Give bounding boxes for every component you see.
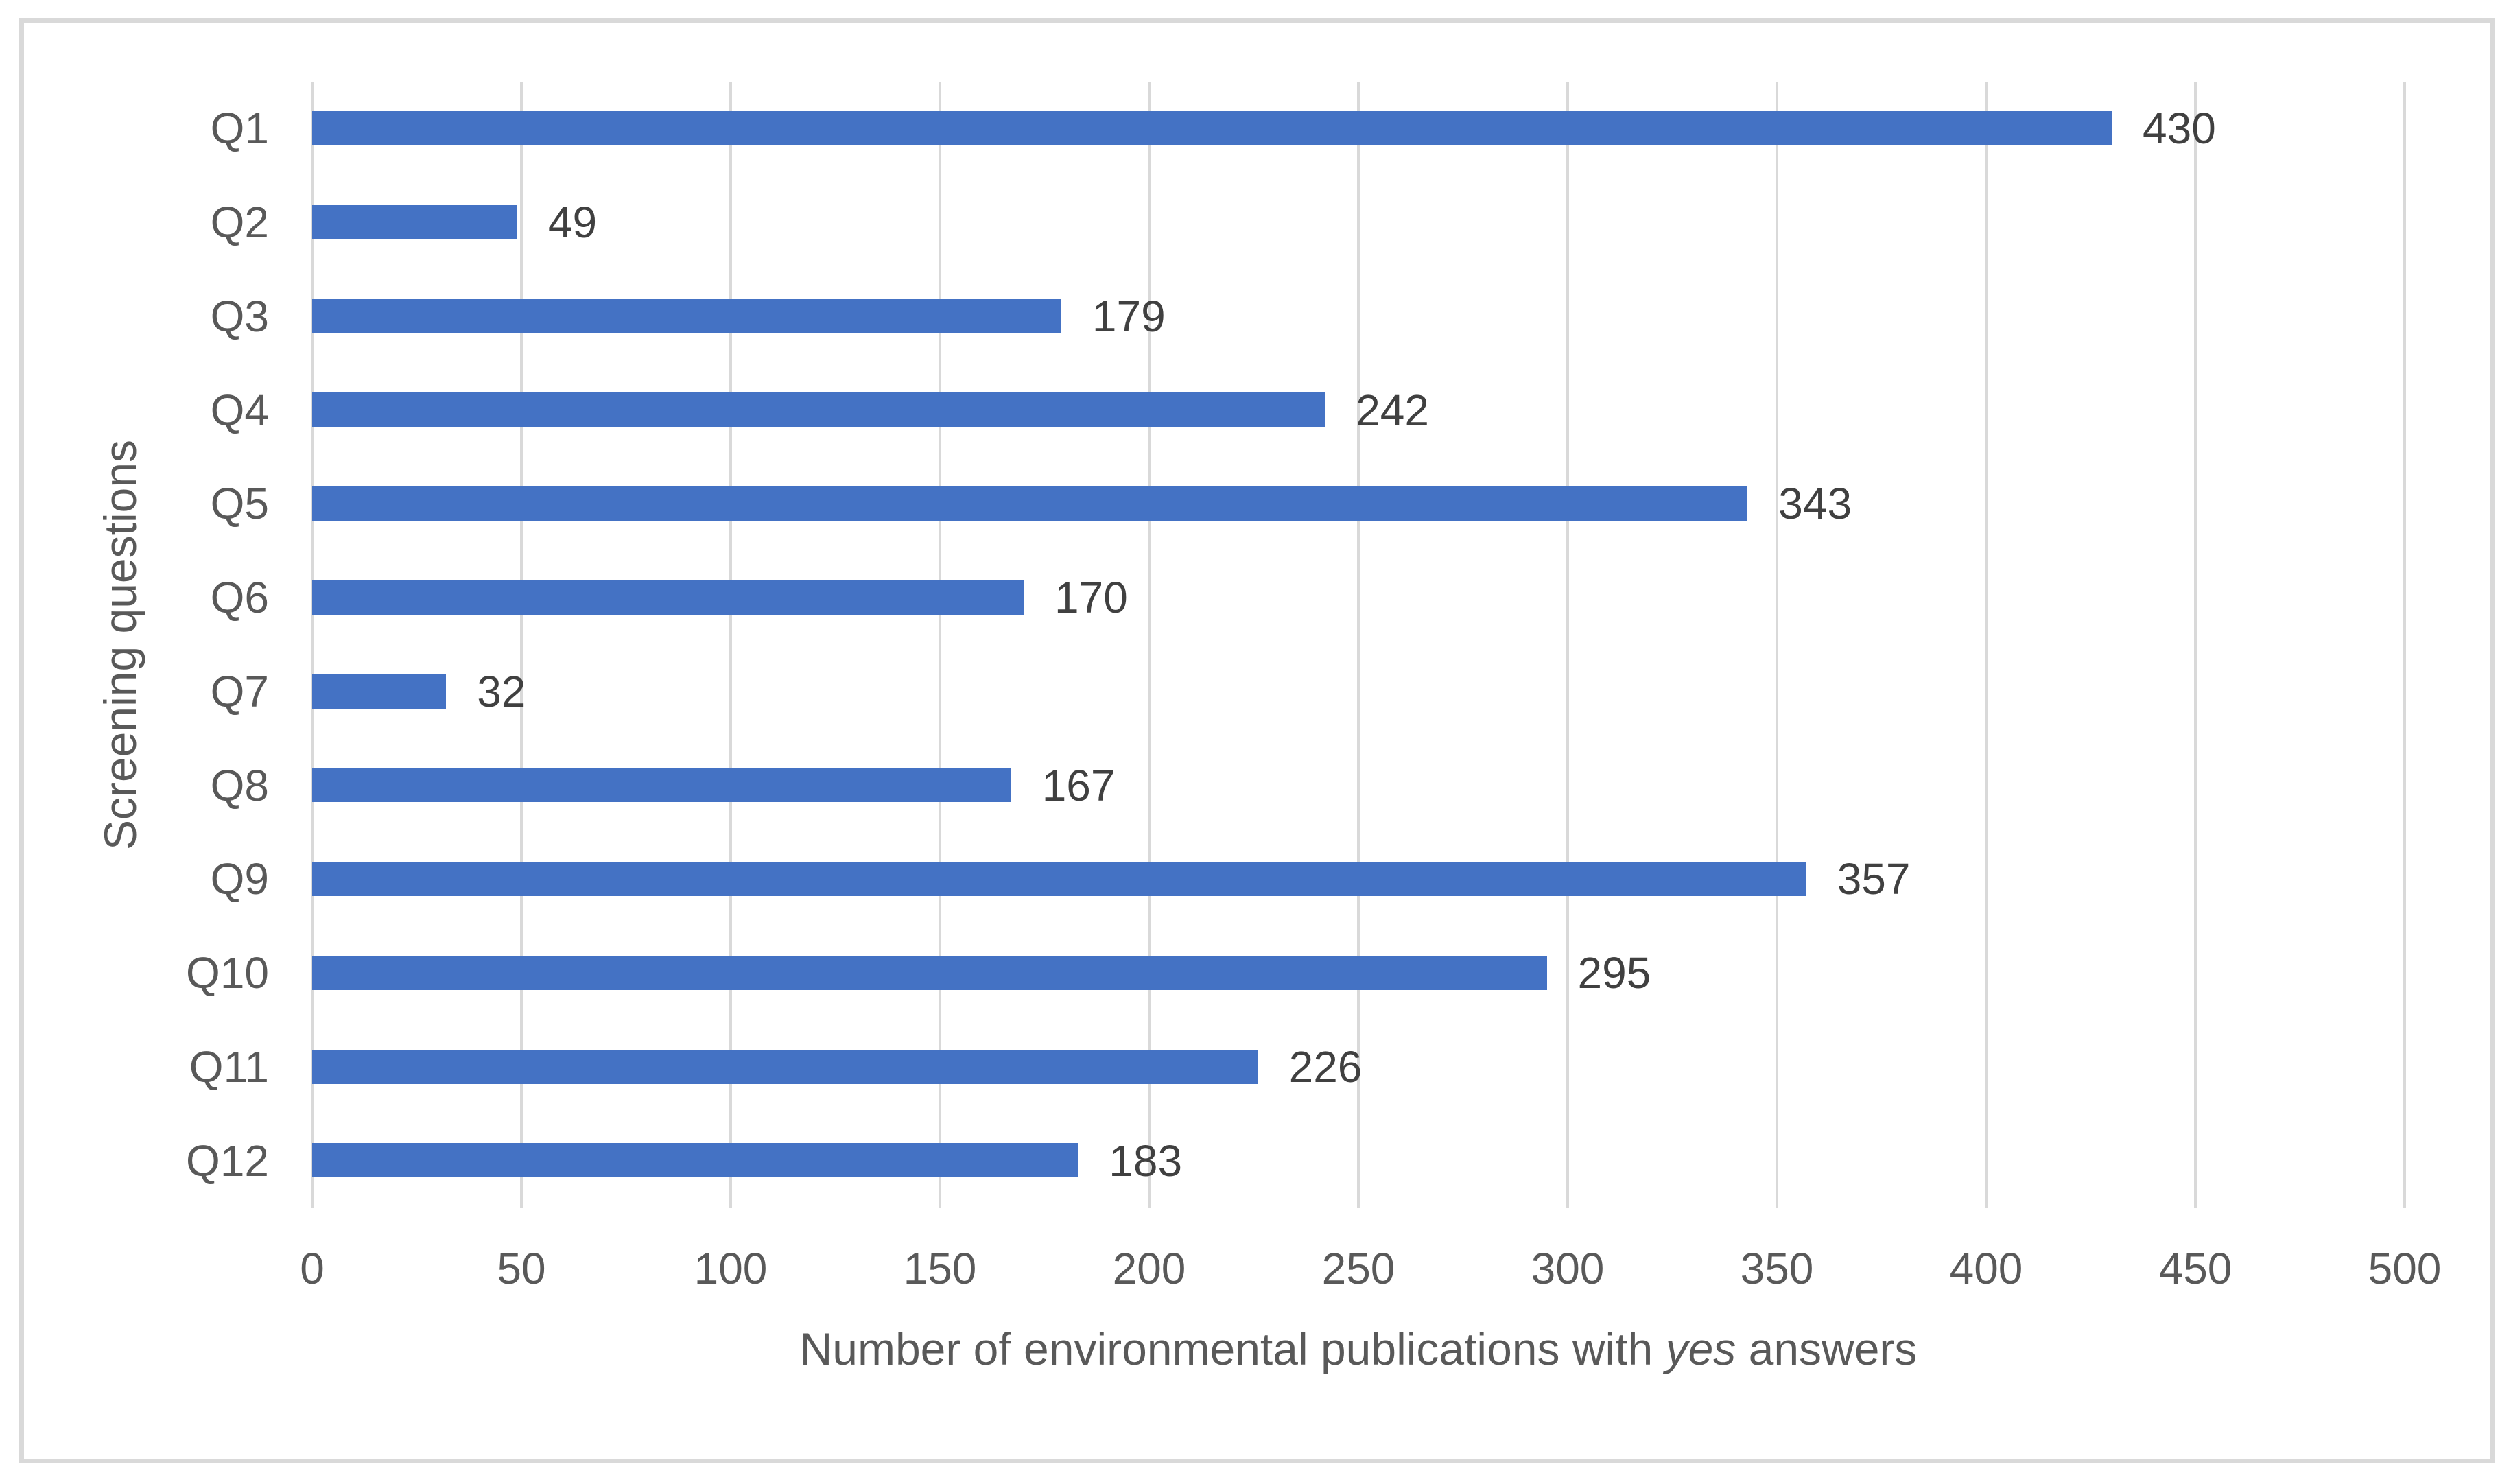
- bar-row-q5: 343: [312, 457, 2405, 551]
- x-axis-title-suffix: answers: [1736, 1323, 1918, 1374]
- category-label-q1: Q1: [210, 104, 269, 154]
- data-label-q3: 179: [1092, 291, 1166, 341]
- x-tick-label-200: 200: [1112, 1244, 1186, 1293]
- y-axis-title: Screening questions: [95, 439, 145, 850]
- bar-row-q10: 295: [312, 926, 2405, 1020]
- bar-row-q8: 167: [312, 738, 2405, 832]
- gridline-x-200: [1148, 82, 1151, 1208]
- gridline-x-300: [1566, 82, 1569, 1208]
- gridline-x-100: [729, 82, 732, 1208]
- bar-q12: [312, 1143, 1078, 1178]
- category-label-q12: Q12: [186, 1135, 269, 1186]
- category-label-q8: Q8: [210, 760, 269, 810]
- gridline-x-350: [1776, 82, 1778, 1208]
- x-tick-label-100: 100: [694, 1244, 768, 1293]
- data-label-q11: 226: [1288, 1041, 1363, 1092]
- y-axis-category-labels: Q1 Q2 Q3 Q4 Q5 Q6 Q7 Q8 Q9 Q10 Q11 Q12: [0, 82, 269, 1208]
- x-tick-label-350: 350: [1740, 1244, 1814, 1293]
- gridline-x-250: [1357, 82, 1360, 1208]
- gridline-x-150: [939, 82, 941, 1208]
- bar-q7: [312, 674, 447, 709]
- bar-q1: [312, 111, 2112, 145]
- bar-row-q2: 49: [312, 176, 2405, 270]
- y-axis-title-wrapper: Screening questions: [65, 82, 175, 1208]
- gridline-x-50: [520, 82, 523, 1208]
- x-tick-label-300: 300: [1531, 1244, 1605, 1293]
- bar-q8: [312, 768, 1011, 803]
- data-label-q1: 430: [2143, 104, 2216, 154]
- category-label-q10: Q10: [186, 948, 269, 998]
- data-label-q12: 183: [1109, 1135, 1183, 1186]
- gridline-x-500: [2403, 82, 2406, 1208]
- bar-q9: [312, 862, 1806, 896]
- bar-row-q11: 226: [312, 1020, 2405, 1114]
- bar-row-q6: 170: [312, 551, 2405, 645]
- category-label-q4: Q4: [210, 385, 269, 435]
- data-label-q5: 343: [1778, 479, 1852, 529]
- bar-row-q4: 242: [312, 363, 2405, 457]
- data-label-q7: 32: [477, 666, 526, 716]
- bar-q3: [312, 298, 1061, 333]
- x-tick-label-50: 50: [497, 1244, 546, 1293]
- x-tick-label-0: 0: [300, 1244, 325, 1293]
- category-label-q2: Q2: [210, 198, 269, 248]
- data-label-q8: 167: [1041, 760, 1116, 810]
- bar-row-q12: 183: [312, 1114, 2405, 1208]
- bar-row-q3: 179: [312, 270, 2405, 364]
- chart-outer-border: [19, 18, 2495, 1463]
- x-axis-title-prefix: Number of environmental publications wit…: [799, 1323, 1666, 1374]
- x-tick-label-450: 450: [2158, 1244, 2232, 1293]
- category-label-q3: Q3: [210, 291, 269, 341]
- gridline-x-450: [2194, 82, 2197, 1208]
- data-label-q4: 242: [1356, 385, 1429, 435]
- gridline-x-0: [311, 82, 314, 1208]
- category-label-q11: Q11: [189, 1041, 269, 1092]
- x-tick-label-150: 150: [903, 1244, 977, 1293]
- x-tick-label-500: 500: [2368, 1244, 2442, 1293]
- bar-q11: [312, 1049, 1258, 1084]
- bar-q2: [312, 204, 517, 239]
- data-label-q10: 295: [1577, 948, 1651, 998]
- x-axis-tick-labels: 0 50 100 150 200 250 300 350 400 450 500: [300, 1243, 2441, 1305]
- x-tick-label-250: 250: [1321, 1244, 1395, 1293]
- gridline-x-400: [1985, 82, 1988, 1208]
- data-label-q6: 170: [1054, 573, 1128, 623]
- category-label-q6: Q6: [210, 573, 269, 623]
- bar-q5: [312, 486, 1748, 521]
- category-label-q9: Q9: [210, 854, 269, 904]
- bar-row-q9: 357: [312, 832, 2405, 926]
- category-label-q5: Q5: [210, 479, 269, 529]
- category-label-q7: Q7: [210, 666, 269, 716]
- data-label-q2: 49: [547, 198, 598, 248]
- x-axis-title: Number of environmental publications wit…: [312, 1323, 2405, 1375]
- bar-q10: [312, 955, 1547, 990]
- bar-q6: [312, 580, 1024, 615]
- x-tick-label-400: 400: [1949, 1244, 2023, 1293]
- data-label-q9: 357: [1837, 854, 1911, 904]
- bar-row-q1: 430: [312, 82, 2405, 176]
- x-axis-title-italic-word: yes: [1665, 1323, 1736, 1374]
- bar-q4: [312, 392, 1325, 427]
- bar-row-q7: 32: [312, 645, 2405, 739]
- plot-area: 430 49 179 242 343 170 32 167 357 295 226 183: [311, 82, 2406, 1208]
